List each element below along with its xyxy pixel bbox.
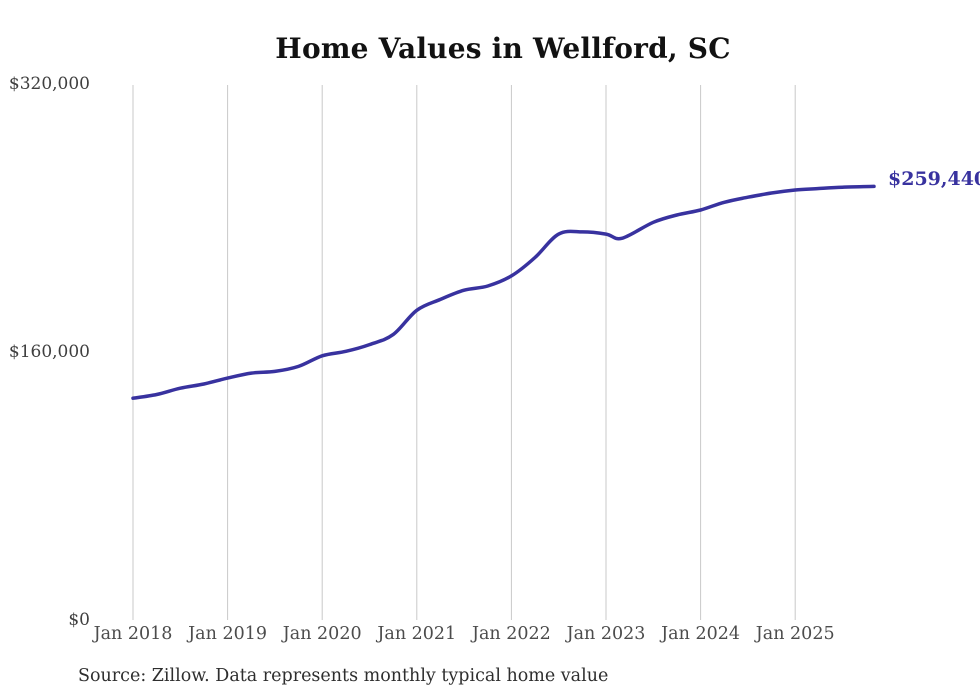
- x-tick-label: Jan 2018: [93, 624, 173, 644]
- y-tick-label: $160,000: [8, 342, 90, 362]
- source-note: Source: Zillow. Data represents monthly …: [78, 666, 609, 686]
- y-tick-label: $0: [68, 610, 90, 630]
- x-tick-label: Jan 2019: [188, 624, 267, 644]
- y-tick-label: $320,000: [8, 74, 90, 94]
- x-tick-label: Jan 2024: [661, 624, 740, 644]
- current-value-label: $259,440: [888, 168, 980, 190]
- value-line: [131, 184, 876, 400]
- x-tick-label: Jan 2020: [282, 624, 362, 644]
- x-tick-label: Jan 2022: [471, 624, 551, 644]
- x-tick-label: Jan 2023: [566, 624, 646, 644]
- x-tick-label: Jan 2025: [755, 624, 835, 644]
- chart-title: Home Values in Wellford, SC: [275, 32, 731, 65]
- x-tick-label: Jan 2021: [377, 624, 457, 644]
